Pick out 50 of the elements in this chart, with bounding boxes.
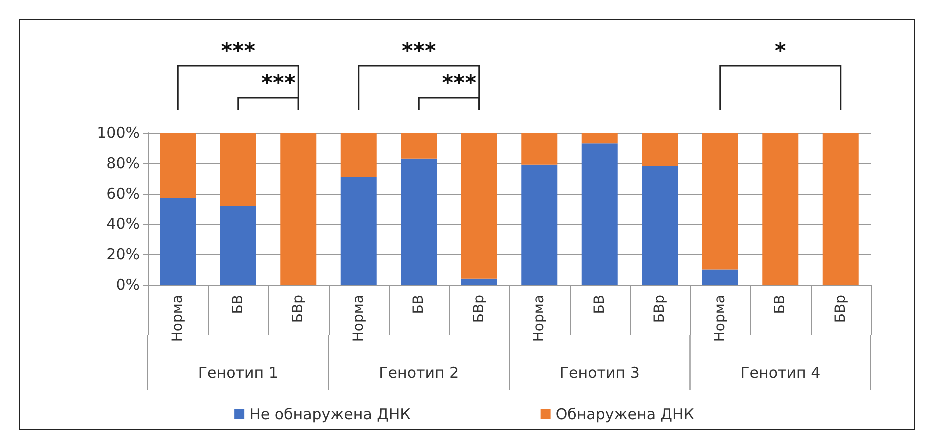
text: *** [402, 40, 437, 64]
bar [401, 133, 438, 159]
text: Генотип 1 [198, 364, 278, 382]
bar [702, 133, 738, 270]
y-tick-label: 0% [116, 276, 140, 294]
y-tick-label: 80% [106, 154, 140, 172]
bar [340, 133, 377, 178]
text: Генотип 3 [560, 364, 640, 382]
bar [642, 166, 678, 285]
bar [582, 133, 618, 144]
text: Генотип 2 [379, 364, 460, 382]
bar [461, 133, 498, 279]
y-tick-label: 20% [106, 246, 140, 264]
x-tick-label: БВ [230, 295, 246, 314]
text: *** [442, 72, 478, 96]
bar [642, 133, 678, 166]
x-tick-label: БВ [772, 295, 789, 314]
y-tick-label: 60% [106, 184, 140, 203]
x-tick-label: БВр [832, 294, 849, 324]
bar [822, 133, 859, 285]
x-tick-label: БВр [290, 294, 307, 324]
bar [340, 177, 377, 285]
y-tick-label: 100% [97, 124, 140, 142]
x-tick-label: БВ [592, 295, 608, 314]
y-tick-label: 40% [106, 215, 140, 234]
x-tick-label: БВр [652, 294, 668, 324]
bar [220, 133, 256, 206]
x-tick-label: Норма [712, 295, 728, 342]
bar [702, 270, 738, 285]
bar [582, 144, 618, 285]
text: *** [221, 40, 256, 64]
bar [401, 158, 438, 285]
text: Генотип 4 [740, 364, 821, 382]
bar [220, 206, 256, 285]
text: * [774, 40, 787, 64]
legend-label: Обнаружена ДНК [556, 406, 695, 424]
bar [522, 164, 558, 285]
text: *** [261, 72, 296, 96]
x-tick-label: БВр [471, 294, 488, 324]
x-tick-label: Норма [350, 295, 367, 342]
bar [762, 133, 799, 285]
x-tick-label: Норма [532, 295, 548, 342]
legend-label: Не обнаружена ДНК [250, 406, 412, 424]
x-tick-label: БВ [411, 295, 428, 314]
bar [522, 133, 558, 165]
bar [461, 278, 498, 285]
bar [160, 198, 196, 285]
bar [280, 133, 317, 285]
bar [160, 133, 196, 198]
x-tick-label: Норма [170, 295, 186, 342]
